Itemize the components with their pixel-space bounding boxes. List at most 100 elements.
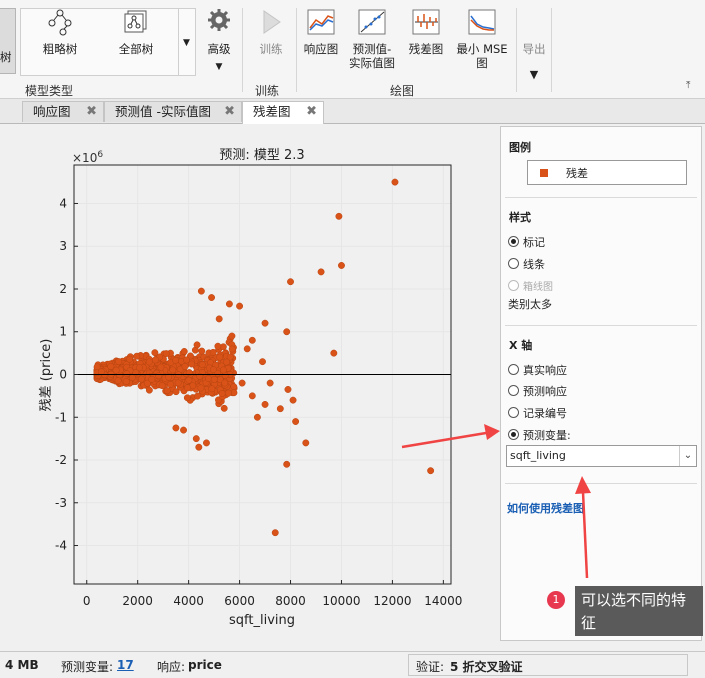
scatter-point — [208, 385, 216, 393]
residual-plot-label: 残差图 — [408, 42, 444, 56]
scatter-point — [226, 353, 234, 361]
y-exponent-power: 6 — [97, 150, 103, 160]
scatter-point — [107, 362, 115, 370]
scatter-point — [194, 392, 201, 400]
train-section-label: 训练 — [255, 84, 280, 98]
scatter-point — [219, 366, 227, 374]
tree-button-partial[interactable]: 树 — [0, 8, 16, 74]
export-button[interactable]: 导出 ▼ — [518, 8, 550, 82]
chart-points — [74, 178, 451, 537]
chart-title: 预测: 模型 2.3 — [219, 148, 304, 163]
scatter-point — [210, 375, 218, 383]
xaxis-predictor-radio[interactable] — [508, 429, 519, 440]
all-tree-button[interactable]: 全部树 — [110, 8, 162, 56]
min-mse-label-1: 最小 MSE — [456, 42, 508, 56]
xaxis-predictor-label: 预测变量: — [523, 429, 571, 442]
chevron-down-icon: ▼ — [529, 68, 539, 81]
legend-entry: 残差 — [566, 167, 588, 180]
predictor-select[interactable]: sqft_living ⌄ — [506, 445, 697, 467]
style-title: 样式 — [509, 211, 531, 224]
coarse-tree-button[interactable]: 粗略树 — [34, 8, 86, 56]
tab-residual-plot[interactable]: 残差图 ✖ — [242, 101, 324, 124]
gallery-expand-button[interactable]: ▼ — [178, 8, 197, 76]
scatter-point — [317, 268, 325, 276]
advanced-button[interactable]: 高级 ▼ — [200, 8, 238, 74]
scatter-point — [238, 379, 246, 387]
plot-options-panel: 图例 残差 样式 标记 线条 箱线图 类别太多 X 轴 真实响应 预测响应 记录… — [500, 126, 702, 641]
divider — [505, 197, 697, 198]
x-tick-label: 12000 — [373, 594, 411, 608]
style-marker-radio[interactable] — [508, 236, 519, 247]
tab-label: 预测值 -实际值图 — [115, 104, 211, 119]
scatter-point — [133, 352, 141, 360]
scatter-point — [338, 262, 345, 269]
document-tabbar: 响应图 ✖ 预测值 -实际值图 ✖ 残差图 ✖ — [0, 99, 705, 124]
toolstrip-divider — [296, 8, 297, 92]
scatter-point — [181, 362, 189, 370]
response-plot-icon — [307, 9, 335, 35]
min-mse-plot-button[interactable]: 最小 MSE 图 — [452, 8, 512, 70]
collapse-toolstrip-icon[interactable]: ⤒ — [686, 80, 691, 91]
x-tick-label: 2000 — [122, 594, 153, 608]
tab-label: 响应图 — [33, 104, 71, 119]
status-bar: 4 MB 预测变量: 17 响应: price 验证: 5 折交叉验证 — [0, 651, 705, 678]
scatter-point — [216, 353, 224, 361]
scatter-point — [136, 364, 144, 372]
scatter-point — [209, 366, 217, 374]
tab-response-plot[interactable]: 响应图 ✖ — [22, 101, 104, 122]
legend-box: 残差 — [527, 160, 687, 185]
predictor-select-value: sqft_living — [510, 449, 566, 462]
all-tree-label: 全部树 — [118, 42, 154, 56]
y-tick-label: 1 — [59, 325, 67, 339]
train-button[interactable]: 训练 — [252, 8, 290, 56]
xaxis-true-response-radio[interactable] — [508, 364, 519, 375]
validation-status-value: 5 折交叉验证 — [450, 660, 523, 674]
toolstrip-divider — [242, 8, 243, 92]
validation-status-label: 验证: — [416, 660, 445, 674]
tab-pred-actual-plot[interactable]: 预测值 -实际值图 ✖ — [104, 101, 242, 122]
y-tick-label: -2 — [55, 453, 67, 467]
scatter-point — [208, 294, 216, 301]
scatter-point — [197, 287, 205, 295]
scatter-point — [221, 379, 229, 387]
residual-plot-icon — [412, 9, 440, 35]
scatter-point — [214, 342, 222, 350]
scatter-point — [283, 460, 291, 468]
pred-actual-plot-button[interactable]: 预测值- 实际值图 — [347, 8, 397, 70]
y-exponent-base: ×10 — [72, 151, 97, 165]
close-icon[interactable]: ✖ — [306, 104, 317, 119]
scatter-point — [215, 315, 223, 323]
predictors-count-link[interactable]: 17 — [117, 658, 134, 672]
xaxis-predicted-response-radio[interactable] — [508, 385, 519, 396]
close-icon[interactable]: ✖ — [224, 104, 235, 119]
response-status-label: 响应: — [157, 660, 186, 674]
xaxis-record-number-radio[interactable] — [508, 407, 519, 418]
help-link[interactable]: 如何使用残差图 — [507, 502, 584, 515]
scatter-point — [259, 358, 266, 366]
scatter-point — [172, 388, 180, 396]
xaxis-true-response-label: 真实响应 — [523, 364, 567, 377]
scatter-point — [174, 379, 182, 387]
close-icon[interactable]: ✖ — [86, 104, 97, 119]
scatter-point — [236, 302, 244, 310]
x-tick-label: 6000 — [224, 594, 255, 608]
residual-plot-button[interactable]: 残差图 — [405, 8, 447, 56]
scatter-point — [253, 413, 261, 421]
scatter-point — [335, 212, 343, 220]
residual-scatter-chart[interactable]: 预测: 模型 2.3 ×106 0 2000 4000 6000 8000 10000 12… — [0, 124, 500, 650]
scatter-point — [167, 381, 175, 388]
chevron-down-icon: ▼ — [215, 62, 223, 72]
scatter-point — [289, 396, 297, 404]
annotation-arrow — [581, 491, 589, 579]
style-line-radio[interactable] — [508, 258, 519, 269]
scatter-point — [248, 392, 256, 400]
y-tick-label: -3 — [55, 496, 67, 510]
legend-marker — [540, 169, 548, 177]
response-plot-button[interactable]: 响应图 — [300, 8, 342, 56]
scatter-point — [122, 378, 130, 385]
too-many-categories-note: 类别太多 — [508, 298, 552, 311]
x-tick-label: 4000 — [173, 594, 204, 608]
scatter-point — [162, 350, 170, 358]
step-badge: 1 — [547, 591, 565, 609]
x-axis-label: sqft_living — [229, 613, 295, 628]
